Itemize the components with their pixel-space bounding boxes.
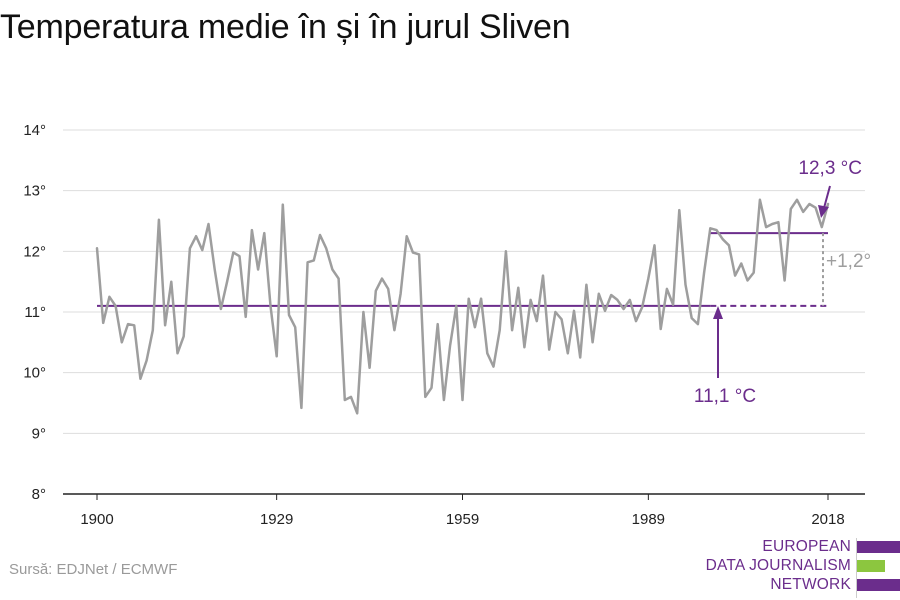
x-tick-label-1900: 1900 (80, 511, 113, 528)
logo-text-line-3: NETWORK (770, 576, 851, 593)
source-note: Sursă: EDJNet / ECMWF (9, 561, 178, 578)
y-tick-label-11: 11° (24, 304, 46, 321)
x-tick-label-1959: 1959 (446, 511, 479, 528)
edjnet-logo: EUROPEAN DATA JOURNALISM NETWORK (700, 538, 900, 598)
y-tick-label-9: 9° (32, 425, 46, 442)
chart-title: Temperatura medie în și în jurul Sliven (0, 8, 571, 46)
y-tick-label-14: 14° (23, 122, 46, 139)
annotation-baseline-mean: 11,1 °C (694, 386, 756, 407)
x-tick-label-2018: 2018 (811, 511, 844, 528)
y-tick-label-13: 13° (23, 183, 46, 200)
temperature-series-line-0 (95, 198, 830, 415)
x-tick-label-1989: 1989 (632, 511, 665, 528)
annotation-recent-mean: 12,3 °C (798, 158, 862, 179)
series-group (95, 198, 830, 415)
y-axis-labels: 8° 9° 10° 11° 12° 13° 14° (23, 122, 46, 503)
annotation-difference: +1,2° (826, 251, 871, 272)
reference-lines (97, 232, 828, 307)
x-axis: 1900 1929 1959 1989 2018 (63, 493, 865, 528)
arrow-recent-head (818, 205, 829, 218)
arrow-baseline-head (713, 306, 723, 319)
arrow-recent-shaft (823, 185, 831, 209)
logo-divider (856, 538, 857, 598)
annotations: 12,3 °C 11,1 °C +1,2° (694, 158, 871, 407)
y-tick-label-8: 8° (32, 486, 46, 503)
x-tick-label-1929: 1929 (260, 511, 293, 528)
logo-bar-purple-top (857, 541, 900, 553)
y-tick-label-10: 10° (23, 365, 46, 382)
logo-text-line-2: DATA JOURNALISM (705, 557, 851, 574)
logo-bar-purple-bottom (857, 579, 900, 591)
y-tick-label-12: 12° (23, 243, 46, 260)
logo-bar-green (857, 560, 885, 572)
logo-text-line-1: EUROPEAN (762, 538, 851, 555)
